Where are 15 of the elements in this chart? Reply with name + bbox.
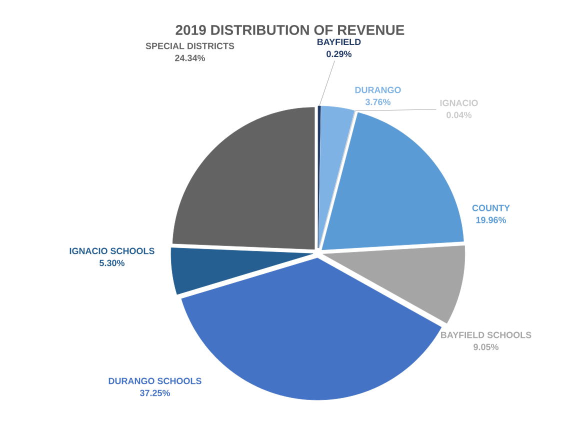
slice-label: BAYFIELD [318,38,361,46]
slice-label: COUNTY [472,204,510,212]
data-label: 37.25% [140,390,170,396]
slice-label: DURANGO [355,86,401,94]
slice-label: DURANGO SCHOOLS [108,378,202,384]
chart-title: 2019 DISTRIBUTION OF REVENUE [176,25,404,35]
slice-label: BAYFIELD SCHOOLS [441,332,532,338]
data-label: 0.29% [326,50,352,58]
data-label: 19.96% [476,216,506,224]
data-label: 5.30% [100,260,125,266]
slice-label: SPECIAL DISTRICTS [146,42,234,50]
slice-label: IGNACIO SCHOOLS [70,248,154,254]
data-label: 9.05% [474,344,499,350]
data-label: 3.76% [365,98,391,106]
data-label: 24.34% [175,54,206,62]
